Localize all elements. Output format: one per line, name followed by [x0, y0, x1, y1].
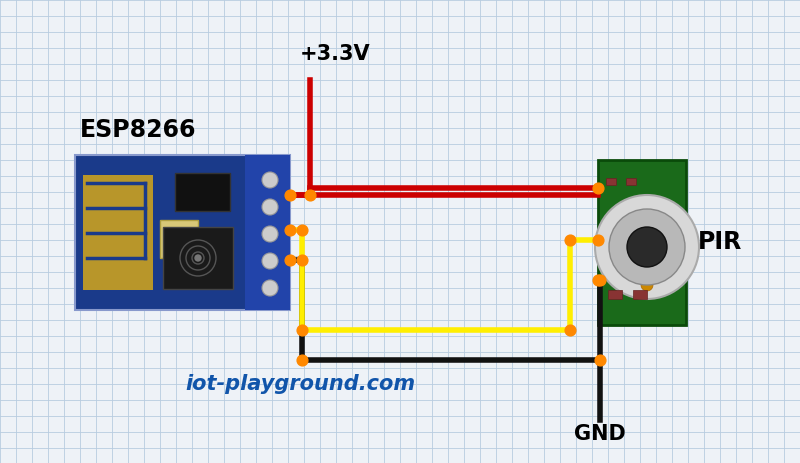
Point: [594, 357, 606, 364]
Point: [304, 191, 317, 199]
FancyBboxPatch shape: [83, 175, 153, 290]
Point: [594, 276, 606, 284]
Text: ESP8266: ESP8266: [80, 118, 197, 142]
Point: [283, 191, 296, 199]
FancyBboxPatch shape: [75, 155, 290, 310]
Circle shape: [262, 280, 278, 296]
FancyBboxPatch shape: [245, 155, 290, 310]
Point: [296, 357, 309, 364]
Text: +3.3V: +3.3V: [300, 44, 370, 64]
Circle shape: [641, 279, 653, 291]
Point: [592, 184, 605, 192]
Point: [283, 257, 296, 264]
FancyBboxPatch shape: [626, 178, 636, 185]
FancyBboxPatch shape: [606, 178, 616, 185]
Point: [563, 236, 576, 244]
FancyBboxPatch shape: [163, 227, 233, 289]
Point: [592, 236, 605, 244]
FancyBboxPatch shape: [633, 290, 647, 299]
Text: iot-playground.com: iot-playground.com: [185, 374, 415, 394]
Circle shape: [262, 253, 278, 269]
Circle shape: [262, 172, 278, 188]
Point: [296, 226, 309, 234]
Circle shape: [627, 227, 667, 267]
FancyBboxPatch shape: [608, 290, 622, 299]
Point: [296, 326, 309, 334]
Circle shape: [262, 199, 278, 215]
Circle shape: [595, 195, 699, 299]
FancyBboxPatch shape: [175, 173, 230, 211]
Point: [592, 276, 605, 284]
Text: GND: GND: [574, 424, 626, 444]
FancyBboxPatch shape: [598, 160, 686, 325]
Point: [563, 326, 576, 334]
Circle shape: [609, 209, 685, 285]
Text: PIR: PIR: [698, 230, 742, 254]
Circle shape: [262, 226, 278, 242]
Point: [283, 226, 296, 234]
FancyBboxPatch shape: [160, 220, 198, 258]
Circle shape: [195, 255, 201, 261]
Point: [296, 257, 309, 264]
